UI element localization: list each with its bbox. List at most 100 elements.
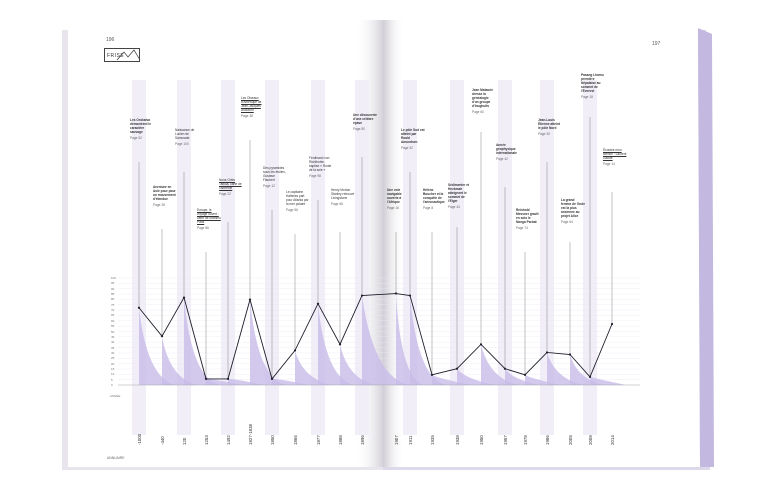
event-page-ref: Page 14 — [603, 162, 615, 166]
event-text: Les Orokaiva démontrent le caractère sau… — [130, 118, 152, 134]
y-tick-label: 65 — [111, 313, 115, 318]
event-text: Aventure en Asie pour pour un mouvement … — [153, 185, 176, 201]
axis-caption: ANNÉE — [110, 394, 121, 398]
year-label: -1000 — [137, 433, 142, 445]
event-page-ref: Page 66 — [331, 202, 343, 206]
year-label: 1492 — [226, 435, 231, 445]
year-label: 2008 — [588, 435, 593, 445]
event-label: Année géophysique internationale Page 42 — [496, 143, 520, 161]
event-page-ref: Page 30 — [538, 132, 550, 136]
event-page-ref: Page 98 — [309, 174, 321, 178]
year-label: 1896 — [360, 435, 365, 445]
cover-edge — [698, 28, 714, 467]
event-label: Le pôle Sud est atteint par Roald Amunds… — [401, 128, 425, 150]
area-segment — [570, 354, 604, 385]
timeline-point — [226, 377, 230, 381]
event-text: Nova Orbis Tabula, carte de l'Arménie — [219, 178, 242, 190]
event-page-ref: Page 74 — [516, 226, 528, 230]
year-label: 1253 — [204, 435, 209, 445]
year-label: 1907 — [394, 435, 399, 445]
event-label: La grand femme de l'Inde est la plus anc… — [561, 198, 585, 224]
event-text: Une découverte d'une célèbre épave — [353, 113, 377, 125]
y-tick-label: 5 — [111, 377, 113, 382]
event-text: Une voie navigable ouverte à l'Afrique — [387, 188, 402, 204]
timeline-point — [316, 302, 320, 305]
year-label: 120 — [182, 437, 187, 445]
year-label: 1950 — [479, 435, 484, 445]
y-tick-label: 85 — [111, 292, 115, 297]
timeline-point — [545, 351, 549, 354]
event-label: Jean Malaurie dresse la généalogie d'un … — [472, 88, 496, 114]
event-label: Des pyramides sous les étoiles, Gustave … — [263, 166, 287, 188]
year-label: 1978 — [523, 435, 528, 445]
left-page-number: 196 — [106, 37, 115, 43]
y-tick-label: 60 — [111, 318, 115, 323]
event-text: Le capitaine Hatteras part pour Atlanta … — [286, 190, 309, 206]
event-text: Henry Morton Stanley retrouve Livingston… — [331, 188, 355, 200]
event-label: Le capitaine Hatteras part pour Atlanta … — [286, 190, 310, 212]
timeline-point — [338, 343, 342, 346]
event-text: Hélène Boucher et la conquête de l'aéron… — [423, 188, 445, 204]
year-label: 2005 — [568, 435, 573, 445]
event-text: Naissance de Lucien de Samosate — [175, 128, 195, 140]
area-segment — [362, 295, 410, 385]
timeline-point — [479, 343, 483, 346]
event-page-ref: Page 52 — [130, 136, 142, 140]
event-label: Écoutes mon silence : Laurent Gaudé Page … — [603, 148, 627, 166]
right-page-number: 197 — [652, 41, 661, 47]
area-segment — [525, 374, 561, 385]
event-page-ref: Page 16 — [387, 206, 399, 210]
event-text: Reinhold Messner gravit en solo le Nanga… — [516, 208, 539, 224]
timeline-point — [610, 322, 614, 326]
year-label: 1888 — [338, 435, 343, 445]
event-text: Le pôle Sud est atteint par Roald Amunds… — [401, 128, 425, 144]
event-page-ref: Page 18 — [581, 95, 593, 99]
timeline-point — [160, 335, 164, 338]
event-label: Henry Morton Stanley retrouve Livingston… — [331, 188, 355, 206]
year-label: 1911 — [408, 435, 413, 445]
y-tick-label: 0 — [111, 383, 113, 387]
area-segment — [396, 293, 424, 385]
y-tick-label: 100 — [111, 276, 117, 280]
y-tick-label: 80 — [111, 297, 115, 302]
event-page-ref: Page 42 — [496, 157, 508, 161]
area-segment — [410, 295, 446, 385]
year-label: -440 — [160, 436, 165, 445]
event-text: Les Oiseaux d'Amérique de Jean-Jacques A… — [241, 96, 262, 112]
event-text: Des pyramides sous les étoiles, Gustave … — [263, 166, 286, 182]
event-page-ref: Page 60 — [472, 110, 484, 114]
area-segment — [590, 376, 626, 385]
area-segment — [340, 344, 376, 385]
year-label: 1935 — [430, 435, 435, 445]
event-page-ref: Page 86 — [197, 226, 209, 230]
mountain-icon — [116, 49, 141, 61]
event-page-ref: Page 22 — [219, 192, 231, 196]
timeline-point — [430, 373, 434, 376]
area-segment — [139, 307, 176, 385]
y-tick-label: 70 — [111, 308, 115, 313]
timeline-point — [182, 296, 186, 299]
y-tick-label: 10 — [111, 372, 115, 377]
timeline-point — [503, 367, 507, 370]
event-text: La grand femme de l'Inde est la plus anc… — [561, 198, 585, 218]
event-label: Une voie navigable ouverte à l'Afrique Pa… — [387, 188, 411, 210]
event-label: Les Oiseaux d'Amérique de Jean-Jacques A… — [241, 96, 265, 118]
timeline-point — [293, 349, 297, 352]
y-tick-label: 25 — [111, 356, 115, 361]
y-tick-label: 15 — [111, 366, 115, 371]
timeline-area — [139, 293, 626, 385]
event-page-ref: Page 64 — [561, 220, 573, 224]
year-label: 1877 — [316, 435, 321, 445]
event-label: Reinhold Messner gravit en solo le Nanga… — [516, 208, 540, 230]
area-segment — [250, 299, 286, 385]
timeline-point — [408, 294, 412, 297]
event-page-ref: Page 92 — [401, 146, 413, 150]
event-connectors — [138, 117, 613, 379]
year-label: 1866 — [293, 435, 298, 445]
event-text: Europe, le voyage ouvert : carte de Math… — [197, 208, 221, 224]
event-text: Jean Malaurie dresse la généalogie d'un … — [472, 88, 494, 108]
timeline-point — [360, 294, 364, 297]
y-tick-label: 30 — [111, 350, 115, 355]
